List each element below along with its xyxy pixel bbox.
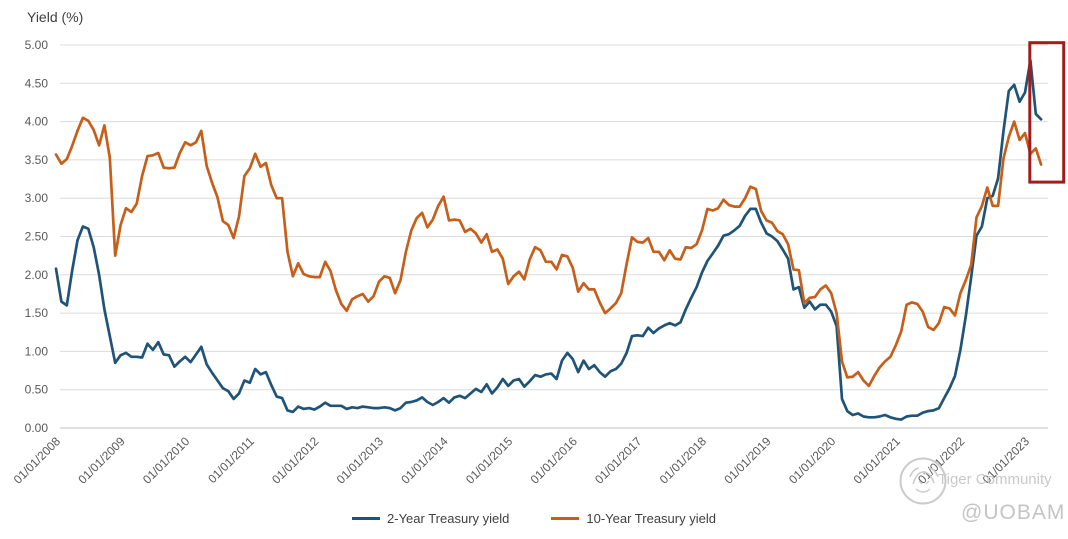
x-tick-label: 01/01/2019 (721, 434, 774, 487)
y-axis-title: Yield (%) (27, 9, 84, 25)
y-tick-label: 0.50 (25, 383, 49, 397)
x-tick-label: 01/01/2010 (140, 434, 193, 487)
x-tick-label: 01/01/2016 (528, 434, 581, 487)
x-tick-label: 01/01/2018 (657, 434, 710, 487)
x-tick-label: 01/01/2014 (398, 434, 451, 487)
x-tick-label: 01/01/2015 (463, 434, 516, 487)
legend-label-10year: 10-Year Treasury yield (586, 511, 716, 526)
y-tick-label: 4.00 (25, 115, 49, 129)
x-tick-label: 01/01/2008 (11, 434, 64, 487)
x-tick-label: 01/01/2017 (592, 434, 645, 487)
legend-label-2year: 2-Year Treasury yield (387, 511, 510, 526)
y-tick-label: 0.00 (25, 421, 49, 435)
y-tick-label: 5.00 (25, 38, 49, 52)
x-tick-label: 01/01/2023 (980, 434, 1033, 487)
x-tick-label: 01/01/2020 (786, 434, 839, 487)
chart-legend: 2-Year Treasury yield 10-Year Treasury y… (0, 511, 1068, 526)
x-tick-label: 01/01/2021 (851, 434, 904, 487)
y-tick-label: 3.00 (25, 191, 49, 205)
x-tick-label: 01/01/2022 (915, 434, 968, 487)
legend-line-swatch-2year (352, 517, 381, 520)
x-tick-label: 01/01/2012 (269, 434, 322, 487)
y-tick-label: 4.50 (25, 76, 49, 90)
y-tick-label: 2.50 (25, 230, 49, 244)
legend-item-2year: 2-Year Treasury yield (352, 511, 509, 526)
y-tick-label: 3.50 (25, 153, 49, 167)
series-line-10year (54, 116, 1043, 388)
highlight-box-annotation (1028, 41, 1066, 184)
y-tick-label: 1.00 (25, 344, 49, 358)
legend-item-10year: 10-Year Treasury yield (551, 511, 716, 526)
y-tick-label: 2.00 (25, 268, 49, 282)
x-tick-label: 01/01/2009 (75, 434, 128, 487)
y-tick-label: 1.50 (25, 306, 49, 320)
x-tick-label: 01/01/2013 (334, 434, 387, 487)
series-line-2year (54, 58, 1043, 421)
legend-line-swatch-10year (551, 517, 580, 520)
x-tick-label: 01/01/2011 (205, 434, 257, 486)
